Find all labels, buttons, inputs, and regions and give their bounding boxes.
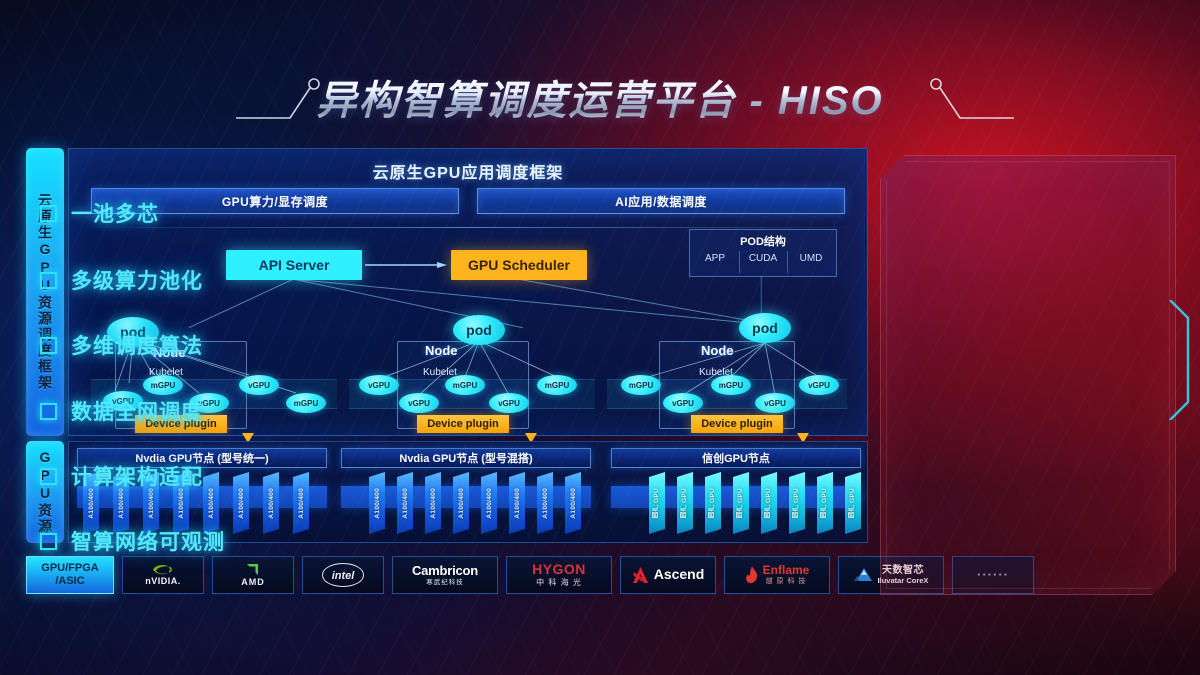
vignette-overlay [0,0,1200,675]
